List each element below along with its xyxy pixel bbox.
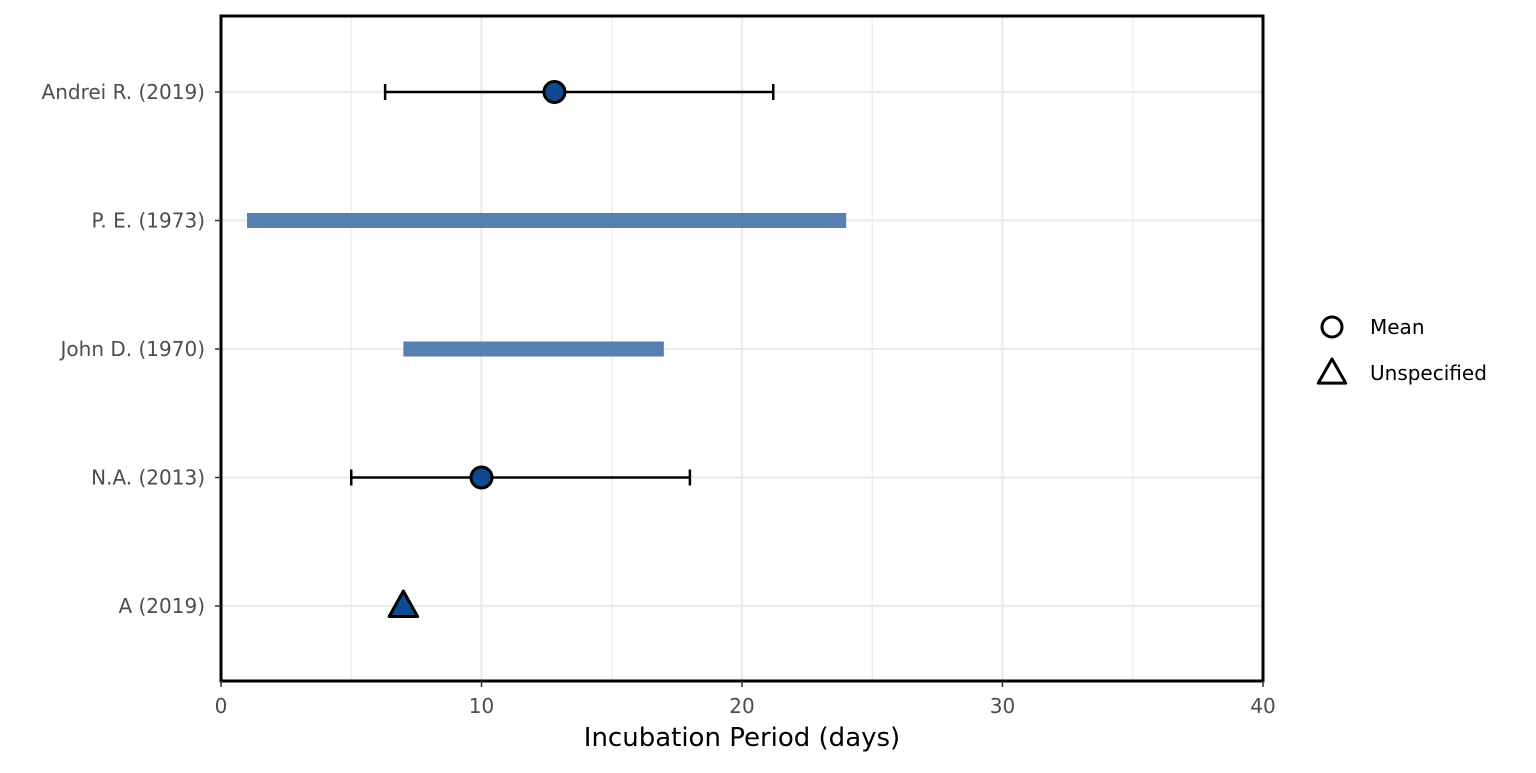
x-tick-label: 10 xyxy=(469,694,494,718)
mean-point-marker xyxy=(542,80,567,104)
y-tick-label: N.A. (2013) xyxy=(91,466,205,490)
legend: Mean Unspecified xyxy=(1316,315,1487,385)
mean-point-marker xyxy=(469,465,494,490)
legend-circle-icon xyxy=(1320,315,1344,339)
unspecified-point-marker xyxy=(387,589,420,618)
x-tick-label: 30 xyxy=(990,694,1015,718)
x-tick-label: 40 xyxy=(1250,694,1275,718)
grid-layer xyxy=(219,16,1265,681)
y-tick-label: Andrei R. (2019) xyxy=(42,80,205,104)
y-tick-label: P. E. (1973) xyxy=(91,209,205,233)
data-layer xyxy=(247,80,847,618)
x-tick-label: 0 xyxy=(215,694,228,718)
legend-label: Mean xyxy=(1370,315,1425,339)
axis-layer: Andrei R. (2019) P. E. (1973) John D. (197… xyxy=(42,80,1276,718)
x-tick-label: 20 xyxy=(729,694,754,718)
y-tick-label: A (2019) xyxy=(118,594,205,618)
legend-label: Unspecified xyxy=(1370,361,1487,385)
y-tick-label: John D. (1970) xyxy=(59,337,205,361)
legend-triangle-icon xyxy=(1316,357,1348,385)
x-axis-title: Incubation Period (days) xyxy=(584,723,900,753)
